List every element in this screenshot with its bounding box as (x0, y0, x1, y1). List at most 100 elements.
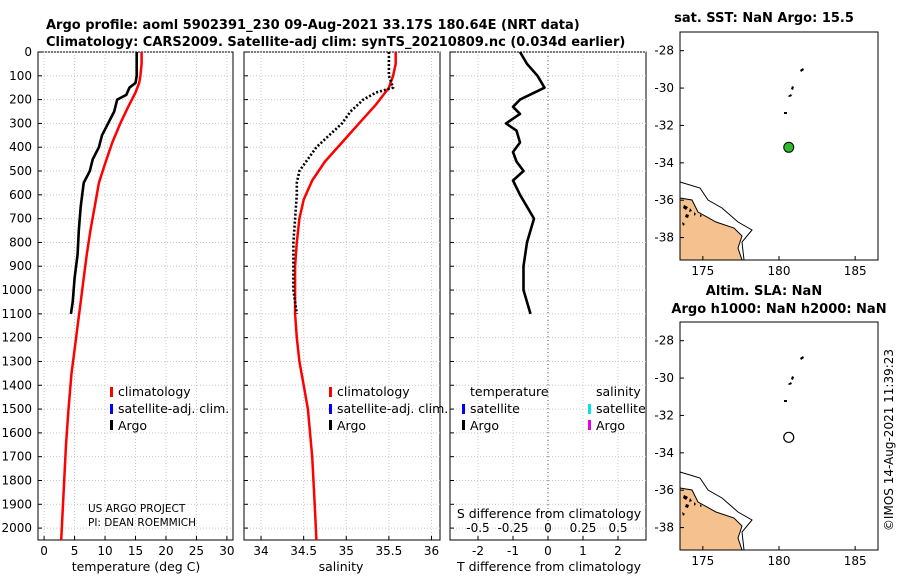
map-x-tick-label: 185 (844, 264, 867, 278)
legend-temperature-heading: temperature (470, 384, 549, 399)
salinity-xlabel: salinity (319, 559, 364, 574)
difference-profile-temperature-line (504, 51, 546, 315)
map-x-tick-label: 175 (691, 554, 714, 568)
x-tick-label: 25 (189, 544, 204, 558)
depth-tick-label: 900 (9, 259, 32, 273)
legend-s-satellite-label: satellite (596, 401, 646, 416)
map2-title-2: Argo h1000: NaN h2000: NaN (671, 302, 886, 317)
temperature-profile-argo-line (69, 52, 138, 315)
x2-tick-label: -0.25 (497, 521, 528, 535)
legend-argo-label: Argo (337, 418, 366, 433)
map-y-tick-label: -32 (654, 118, 674, 132)
map1-islands (682, 205, 702, 226)
depth-tick-label: 600 (9, 188, 32, 202)
title-line-1: Argo profile: aoml 5902391_230 09-Aug-20… (46, 18, 580, 33)
x-tick-label: 2 (614, 544, 622, 558)
x-tick-label: 0 (544, 544, 552, 558)
map-y-tick-label: -38 (654, 231, 674, 245)
legend-climatology-label: climatology (337, 384, 410, 399)
legend-satellite-label: satellite-adj. clim. (118, 401, 229, 416)
legend-s-satellite-swatch (588, 404, 591, 414)
legend-satellite-swatch (329, 404, 332, 414)
salinity-profile-climatology-line (293, 52, 397, 541)
x-tick-label: 0 (40, 544, 48, 558)
depth-tick-label: 2000 (1, 521, 32, 535)
map-y-tick-label: -32 (654, 408, 674, 422)
legend-climatology-swatch (110, 387, 113, 397)
depth-tick-label: 1600 (1, 426, 32, 440)
x2-tick-label: 0 (544, 521, 552, 535)
depth-tick-label: 1300 (1, 354, 32, 368)
map-y-tick-label: -30 (654, 371, 674, 385)
map1 (679, 31, 879, 261)
depth-tick-label: 1100 (1, 307, 32, 321)
map-x-tick-label: 180 (768, 264, 791, 278)
salinity-panel (243, 51, 441, 541)
map-y-tick-label: -28 (654, 334, 674, 348)
depth-tick-label: 100 (9, 69, 32, 83)
x-tick-label: 30 (219, 544, 234, 558)
map2 (679, 321, 879, 551)
map2-islands (682, 495, 702, 516)
map1-title: sat. SST: NaN Argo: 15.5 (674, 11, 854, 26)
depth-tick-label: 200 (9, 93, 32, 107)
map-x-tick-label: 175 (691, 264, 714, 278)
legend-satellite-swatch (110, 404, 113, 414)
legend-t-satellite-swatch (462, 404, 465, 414)
x-tick-label: 5 (71, 544, 79, 558)
map-y-tick-label: -30 (654, 81, 674, 95)
depth-tick-label: 500 (9, 164, 32, 178)
legend-t-argo-swatch (462, 420, 465, 430)
legend-argo-swatch (329, 420, 332, 430)
x2-tick-label: -0.5 (466, 521, 489, 535)
legend-climatology-swatch (329, 387, 332, 397)
map-y-tick-label: -34 (654, 446, 674, 460)
legend-argo-label: Argo (118, 418, 147, 433)
legend-t-argo-label: Argo (470, 418, 499, 433)
depth-tick-label: 1400 (1, 378, 32, 392)
temperature-xlabel: temperature (deg C) (72, 559, 201, 574)
depth-tick-label: 1800 (1, 473, 32, 487)
title-line-2: Climatology: CARS2009. Satellite-adj cli… (46, 35, 625, 50)
depth-tick-label: 1700 (1, 450, 32, 464)
x2-tick-label: 0.25 (570, 521, 597, 535)
x-tick-label: -1 (507, 544, 519, 558)
difference-xlabel: T difference from climatology (456, 559, 642, 574)
x2-tick-label: 0.5 (608, 521, 627, 535)
map-y-tick-label: -28 (654, 44, 674, 58)
depth-tick-label: 1500 (1, 402, 32, 416)
map2-title-1: Altim. SLA: NaN (706, 284, 822, 299)
x-tick-label: 1 (579, 544, 587, 558)
x-tick-label: 20 (158, 544, 173, 558)
legend-s-argo-swatch (588, 420, 591, 430)
x-tick-label: -2 (472, 544, 484, 558)
temperature-profile-climatology-line (59, 52, 143, 541)
map-y-tick-label: -34 (654, 156, 674, 170)
map1-float-marker (783, 141, 795, 153)
legend-satellite-label: satellite-adj. clim. (337, 401, 448, 416)
x-tick-label: 35.5 (376, 544, 403, 558)
map-y-tick-label: -36 (654, 193, 674, 207)
depth-tick-label: 1200 (1, 331, 32, 345)
depth-tick-label: 1000 (1, 283, 32, 297)
depth-tick-label: 1900 (1, 497, 32, 511)
depth-tick-label: 0 (24, 45, 32, 59)
legend-climatology-label: climatology (118, 384, 191, 399)
x-tick-label: 34 (253, 544, 268, 558)
map-x-tick-label: 185 (844, 554, 867, 568)
salinity-profile-argo-line (292, 52, 395, 315)
legend-t-satellite-label: satellite (470, 401, 520, 416)
project-pi: PI: DEAN ROEMMICH (88, 517, 196, 529)
map-y-tick-label: -38 (654, 521, 674, 535)
depth-tick-label: 700 (9, 212, 32, 226)
x-tick-label: 35 (339, 544, 354, 558)
legend-argo-swatch (110, 420, 113, 430)
map-x-tick-label: 180 (768, 554, 791, 568)
legend-salinity-heading: salinity (596, 384, 641, 399)
x-tick-label: 36 (424, 544, 439, 558)
legend-s-argo-label: Argo (596, 418, 625, 433)
difference-x2label: S difference from climatology (457, 506, 642, 521)
project-name: US ARGO PROJECT (88, 503, 186, 515)
x-tick-label: 10 (97, 544, 112, 558)
